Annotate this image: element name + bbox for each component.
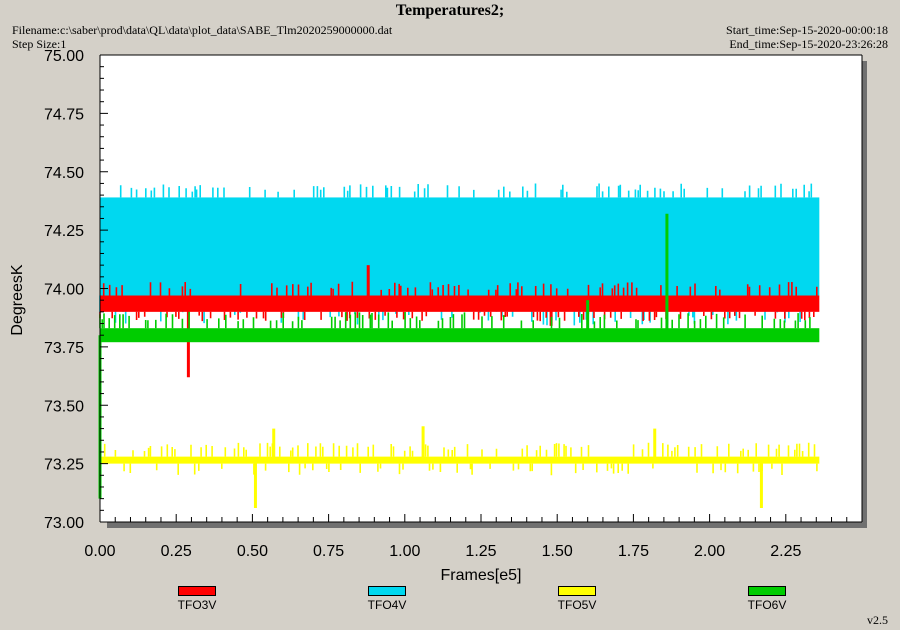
x-tick-label: 1.25 (465, 543, 496, 560)
axis-layer: 73.00 73.25 73.50 73.75 74.00 74.25 74.50 74.75… (44, 48, 863, 560)
legend-item-tfo4v: TFO4V (347, 586, 427, 612)
legend-item-tfo5v: TFO5V (537, 586, 617, 612)
y-tick-label: 74.50 (44, 165, 84, 182)
x-tick-label: 2.25 (770, 543, 801, 560)
x-tick-label: 0.75 (313, 543, 344, 560)
legend-swatch (178, 586, 216, 596)
start-time-label: Start_time:Sep-15-2020-00:00:18 (726, 23, 888, 37)
x-tick-label: 1.00 (389, 543, 420, 560)
x-tick-label: 0.00 (84, 543, 115, 560)
series-band-tfo4v (100, 197, 820, 296)
series-band-tfo3v (100, 295, 820, 312)
y-tick-label: 73.25 (44, 457, 84, 474)
legend-label: TFO6V (747, 598, 787, 612)
y-tick-label: 73.75 (44, 340, 84, 357)
legend-label: TFO3V (177, 598, 217, 612)
series-tfo6v (98, 213, 820, 499)
x-tick-label: 0.50 (237, 543, 268, 560)
series-layer (98, 183, 820, 508)
legend-swatch (748, 586, 786, 596)
x-tick-label: 1.50 (542, 543, 573, 560)
y-tick-label: 74.75 (44, 106, 84, 123)
legend-item-tfo3v: TFO3V (157, 586, 237, 612)
x-tick-label: 0.25 (161, 543, 192, 560)
step-size-label: Step Size:1 (12, 37, 67, 51)
legend-label: TFO5V (557, 598, 597, 612)
end-time-label: End_time:Sep-15-2020-23:26:28 (729, 37, 888, 51)
series-band-tfo6v (100, 328, 820, 343)
legend-label: TFO4V (367, 598, 407, 612)
x-axis-label: Frames[e5] (441, 567, 522, 584)
legend-swatch (368, 586, 406, 596)
series-band-tfo5v (100, 456, 820, 464)
y-axis-label: DegreesK (9, 264, 26, 335)
y-tick-label: 74.25 (44, 223, 84, 240)
legend-item-tfo6v: TFO6V (727, 586, 807, 612)
filename-label: Filename:c:\saber\prod\data\QL\data\plot… (12, 23, 393, 37)
chart-title: Temperatures2; (395, 2, 505, 19)
version-label: v2.5 (867, 613, 888, 627)
y-tick-label: 73.50 (44, 398, 84, 415)
y-tick-label: 75.00 (44, 48, 84, 65)
x-tick-label: 2.00 (694, 543, 725, 560)
y-tick-label: 73.00 (44, 515, 84, 532)
x-tick-label: 1.75 (618, 543, 649, 560)
y-tick-label: 74.00 (44, 282, 84, 299)
legend-swatch (558, 586, 596, 596)
